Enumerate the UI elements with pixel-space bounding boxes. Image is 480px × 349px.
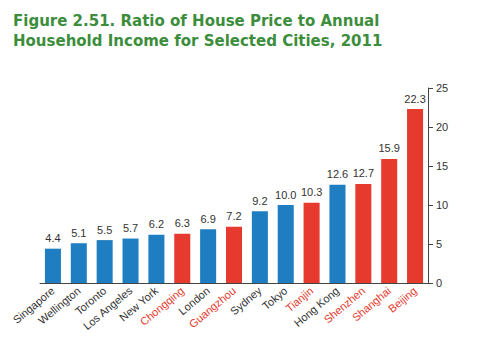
svg-text:Household Income for Selected: Household Income for Selected Cities, 20… <box>13 32 382 50</box>
svg-text:6.3: 6.3 <box>175 217 190 229</box>
svg-text:5.5: 5.5 <box>97 224 112 236</box>
svg-text:London: London <box>176 284 212 318</box>
svg-text:15: 15 <box>436 160 448 172</box>
svg-text:12.7: 12.7 <box>353 167 374 179</box>
svg-text:Tokyo: Tokyo <box>259 284 290 313</box>
svg-text:Hong Kong: Hong Kong <box>291 284 342 329</box>
svg-text:Wellington: Wellington <box>35 284 83 327</box>
svg-text:22.3: 22.3 <box>404 93 425 105</box>
svg-text:5: 5 <box>436 238 442 250</box>
svg-text:Shanghai: Shanghai <box>349 284 394 324</box>
svg-text:Figure 2.51. Ratio of House Pr: Figure 2.51. Ratio of House Price to Ann… <box>13 12 385 30</box>
svg-text:Singapore: Singapore <box>10 284 57 326</box>
svg-text:12.6: 12.6 <box>327 168 348 180</box>
svg-text:6.9: 6.9 <box>200 213 215 225</box>
svg-text:Shenzhen: Shenzhen <box>321 284 368 326</box>
svg-text:Sydney: Sydney <box>228 284 264 317</box>
svg-text:20: 20 <box>436 121 448 133</box>
svg-text:10.3: 10.3 <box>301 186 322 198</box>
svg-text:Los Angeles: Los Angeles <box>80 284 135 333</box>
svg-text:5.1: 5.1 <box>71 227 86 239</box>
svg-text:Tianjin: Tianjin <box>283 284 316 315</box>
svg-text:Beijing: Beijing <box>386 284 419 314</box>
svg-text:New York: New York <box>116 284 161 324</box>
svg-text:5.7: 5.7 <box>123 222 138 234</box>
svg-text:10.0: 10.0 <box>275 189 296 201</box>
svg-text:0: 0 <box>436 277 442 289</box>
svg-text:7.2: 7.2 <box>226 210 241 222</box>
svg-text:25: 25 <box>436 82 448 94</box>
svg-text:6.2: 6.2 <box>149 218 164 230</box>
svg-text:10: 10 <box>436 199 448 211</box>
svg-text:15.9: 15.9 <box>378 142 399 154</box>
svg-text:Guangzhou: Guangzhou <box>186 284 238 331</box>
svg-text:Chongqing: Chongqing <box>137 284 187 328</box>
svg-text:Toronto: Toronto <box>72 284 109 318</box>
svg-text:4.4: 4.4 <box>45 232 60 244</box>
svg-text:9.2: 9.2 <box>252 195 267 207</box>
